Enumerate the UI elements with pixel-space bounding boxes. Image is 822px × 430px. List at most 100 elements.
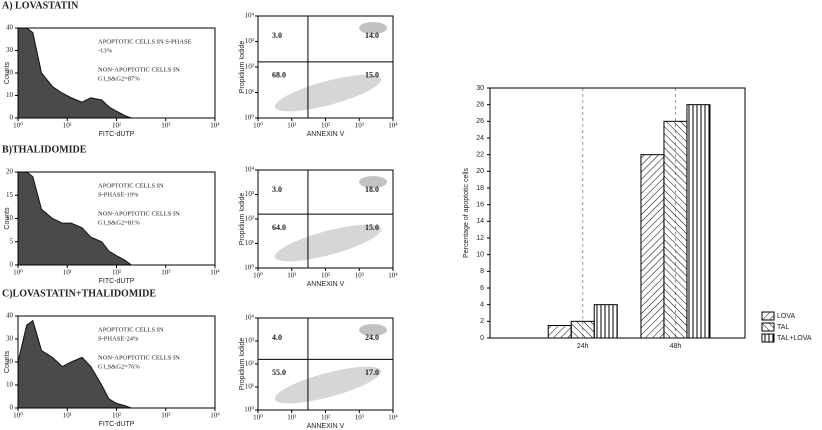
x-tick-label: 10² <box>321 122 330 130</box>
y-axis-label: Propidium Iodide <box>239 41 246 94</box>
y-tick-label: 22 <box>476 152 484 159</box>
y-tick-label: 10² <box>245 360 254 368</box>
annotation: -13% <box>98 47 113 54</box>
x-tick-label: 10¹ <box>287 414 296 422</box>
y-tick-label: 0 <box>10 261 14 269</box>
x-tick-label: 10³ <box>161 269 170 277</box>
quadrant-percent: 3.0 <box>272 185 282 194</box>
y-tick-label: 10 <box>6 91 14 99</box>
area-fill <box>18 28 132 118</box>
y-tick-label: 10³ <box>245 37 254 45</box>
x-tick-label: 10⁰ <box>13 269 23 277</box>
y-axis-label: Propidium Iodide <box>239 193 246 246</box>
x-tick-label: 10³ <box>161 122 170 130</box>
x-tick-label: 10¹ <box>287 122 296 130</box>
quadrant-percent: 24.0 <box>365 333 379 342</box>
y-tick-label: 8 <box>480 268 484 275</box>
y-tick-label: 10⁴ <box>245 166 255 174</box>
y-tick-label: 10¹ <box>245 88 254 96</box>
quadrant-percent: 14.0 <box>365 31 379 40</box>
x-tick-label: 10³ <box>355 272 364 280</box>
annotation: NON-APOPTOTIC CELLS IN <box>98 210 180 217</box>
annotation: NON-APOPTOTIC CELLS IN <box>98 354 180 361</box>
plot-frame <box>489 87 746 339</box>
y-tick-label: 10³ <box>245 337 254 345</box>
y-tick-label: 6 <box>480 285 484 292</box>
bar <box>570 320 595 339</box>
x-tick-label: 10¹ <box>63 122 72 130</box>
x-tick-label: 10⁰ <box>13 412 23 420</box>
histogram-line <box>18 27 132 119</box>
annotation: S-PHASE-19% <box>98 191 139 198</box>
quadrant-percent: 3.0 <box>272 31 282 40</box>
y-tick-label: 40 <box>6 24 14 32</box>
x-tick-label: 10⁴ <box>210 122 220 130</box>
x-tick-label: 10³ <box>161 412 170 420</box>
x-tick-label: 10⁴ <box>388 272 398 280</box>
x-tick-label: 10² <box>321 414 330 422</box>
y-tick-label: 24 <box>476 135 484 142</box>
x-tick-label: 10⁴ <box>388 122 398 130</box>
x-tick-label: 10⁴ <box>388 414 398 422</box>
y-tick-label: 2 <box>480 318 484 325</box>
plot-frame <box>257 169 394 269</box>
legend-swatch <box>761 333 775 343</box>
x-tick-label: 10³ <box>355 122 364 130</box>
bar <box>686 104 711 339</box>
x-axis-label: ANNEXIN V <box>307 281 345 288</box>
x-axis-label: ANNEXIN V <box>307 423 345 430</box>
y-axis-label: Counts <box>4 207 11 230</box>
x-tick-label: 10⁰ <box>253 272 263 280</box>
quadrant-percent: 68.0 <box>272 71 286 80</box>
plot-frame <box>257 317 394 411</box>
dot-cloud <box>359 324 387 336</box>
y-tick-label: 10 <box>476 252 484 259</box>
y-tick-label: 40 <box>6 312 14 320</box>
x-tick-label: 10² <box>112 269 121 277</box>
y-tick-label: 0 <box>480 335 484 342</box>
y-tick-label: 14 <box>476 218 484 225</box>
y-tick-label: 20 <box>6 168 14 176</box>
y-tick-label: 16 <box>476 202 484 209</box>
y-tick-label: 30 <box>6 335 14 343</box>
bar <box>547 325 572 339</box>
legend-label: TAL+LOVA <box>777 335 812 342</box>
y-tick-label: 15 <box>6 191 14 199</box>
quadrant-percent: 18.0 <box>365 185 379 194</box>
dot-cloud <box>274 366 382 404</box>
legend-swatch <box>761 322 775 332</box>
quadrant-percent: 15.0 <box>365 223 379 232</box>
dot-cloud <box>274 224 382 262</box>
bar <box>640 154 665 339</box>
area-fill <box>18 320 132 408</box>
x-tick-label: 48h <box>670 343 682 350</box>
y-tick-label: 10⁰ <box>244 406 254 414</box>
x-tick-label: 10² <box>112 412 121 420</box>
area-fill <box>18 172 132 265</box>
y-tick-label: 10 <box>6 381 14 389</box>
legend-swatch <box>761 311 775 321</box>
quadrant-percent: 64.0 <box>272 223 286 232</box>
plot-frame <box>17 315 216 409</box>
x-tick-label: 10⁰ <box>253 414 263 422</box>
annotation: NON-APOPTOTIC CELLS IN <box>98 66 180 73</box>
x-axis-label: ANNEXIN V <box>307 131 345 138</box>
y-tick-label: 30 <box>6 46 14 54</box>
y-tick-label: 5 <box>10 237 14 245</box>
panel-title: B)THALIDOMIDE <box>2 144 87 155</box>
histogram-line <box>17 319 132 409</box>
x-tick-label: 10⁰ <box>13 122 23 130</box>
annotation: G1,S&G2=87% <box>98 75 140 82</box>
y-tick-label: 4 <box>480 302 484 309</box>
annotation: APOPTOTIC CELLS IN <box>98 326 164 333</box>
y-tick-label: 18 <box>476 185 484 192</box>
y-tick-label: 10 <box>6 214 14 222</box>
x-tick-label: 10³ <box>355 414 364 422</box>
y-tick-label: 10⁰ <box>244 264 254 272</box>
histogram-line <box>18 171 132 266</box>
y-tick-label: 10⁴ <box>245 314 255 322</box>
annotation: S-PHASE-24% <box>98 335 139 342</box>
y-tick-label: 20 <box>476 168 484 175</box>
x-tick-label: 10¹ <box>287 272 296 280</box>
